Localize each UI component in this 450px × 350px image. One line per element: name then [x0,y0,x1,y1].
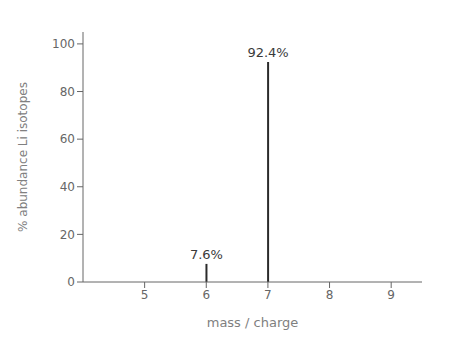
svg-text:20: 20 [60,228,75,242]
svg-text:92.4%: 92.4% [247,45,288,60]
svg-text:5: 5 [141,288,149,302]
svg-text:80: 80 [60,85,75,99]
svg-text:7.6%: 7.6% [190,247,223,262]
svg-text:60: 60 [60,132,75,146]
svg-text:mass / charge: mass / charge [207,315,299,330]
svg-text:100: 100 [52,37,75,51]
svg-text:8: 8 [326,288,334,302]
svg-text:0: 0 [67,275,75,289]
svg-text:40: 40 [60,180,75,194]
svg-text:% abundance Li isotopes: % abundance Li isotopes [16,82,30,232]
svg-text:6: 6 [202,288,210,302]
svg-text:9: 9 [387,288,395,302]
svg-text:7: 7 [264,288,272,302]
